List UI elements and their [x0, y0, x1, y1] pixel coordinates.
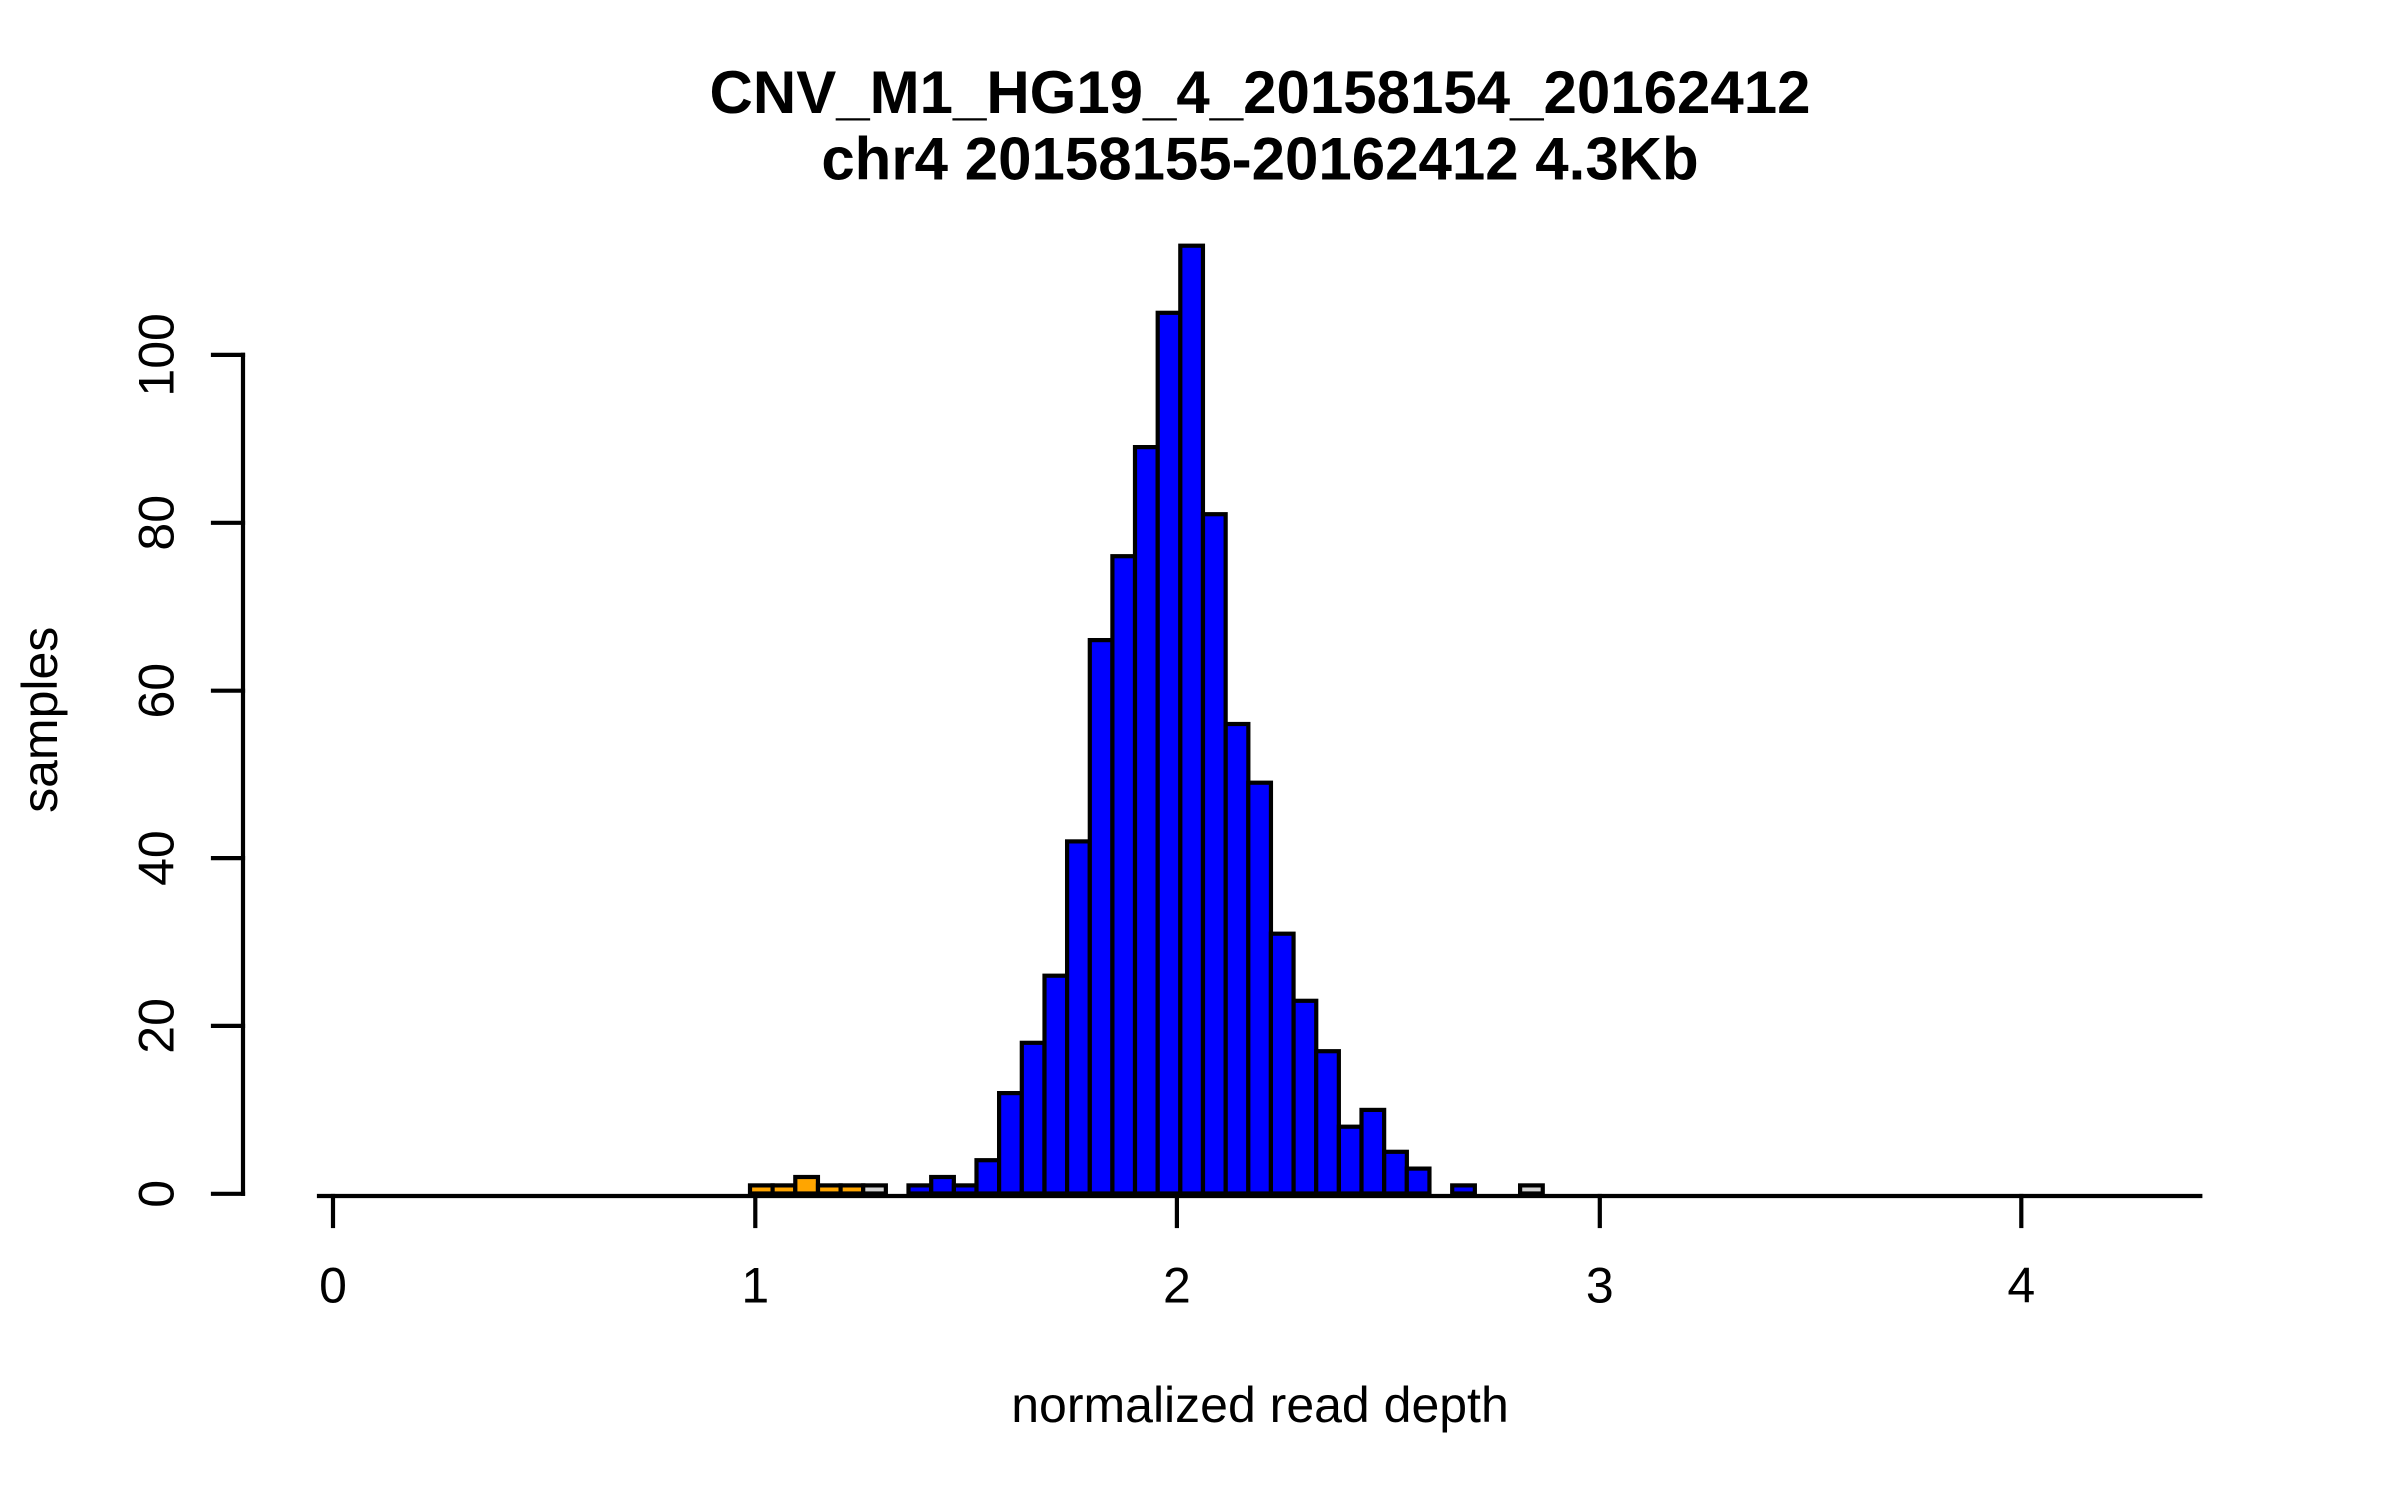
svg-text:normalized read depth: normalized read depth — [1011, 1377, 1509, 1433]
svg-text:CNV_M1_HG19_4_20158154_2016241: CNV_M1_HG19_4_20158154_20162412 — [710, 59, 1811, 126]
svg-text:80: 80 — [129, 495, 185, 551]
svg-text:100: 100 — [129, 313, 185, 396]
svg-text:0: 0 — [129, 1180, 185, 1208]
svg-text:2: 2 — [1163, 1258, 1191, 1314]
svg-text:1: 1 — [741, 1258, 769, 1314]
svg-text:40: 40 — [129, 830, 185, 886]
svg-text:0: 0 — [319, 1258, 347, 1314]
svg-text:3: 3 — [1586, 1258, 1614, 1314]
svg-text:60: 60 — [129, 663, 185, 719]
svg-text:chr4 20158155-20162412 4.3Kb: chr4 20158155-20162412 4.3Kb — [821, 126, 1698, 193]
svg-text:samples: samples — [12, 627, 68, 813]
svg-text:4: 4 — [2007, 1258, 2035, 1314]
svg-text:20: 20 — [129, 998, 185, 1054]
